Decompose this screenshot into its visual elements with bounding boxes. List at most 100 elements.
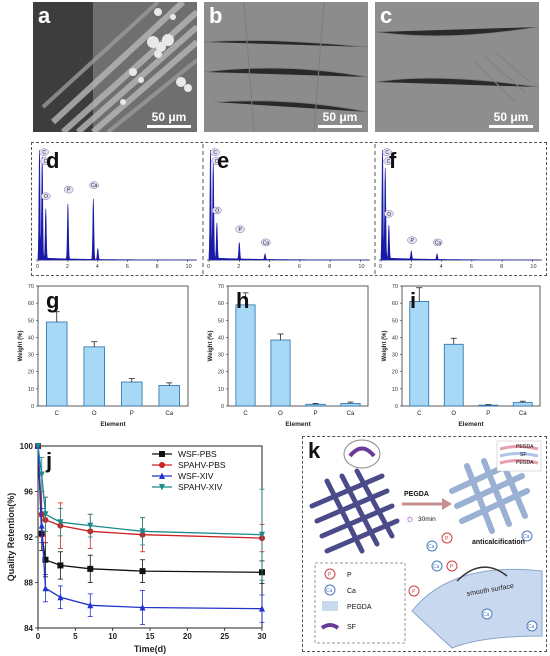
eds-peak-marker-d-3 xyxy=(63,185,74,194)
series-point-WSF-PBS-2 xyxy=(42,556,49,563)
legend-marker-SPAHV-PBS xyxy=(159,462,165,468)
eds-peak-marker-f-1 xyxy=(383,157,393,165)
bar-xlabel-h: Element xyxy=(285,421,311,428)
eds-tick-label-d-6: 6 xyxy=(126,264,129,270)
eds-peak-marker-e-2 xyxy=(212,206,222,215)
scale-text-b: 50 μm xyxy=(322,110,358,124)
eds-tick-label-e-10: 10 xyxy=(358,264,364,270)
legend-ca: Ca Ca xyxy=(324,584,356,596)
eds-tick-label-f-10: 10 xyxy=(530,264,536,270)
layer-label-1: PEGDA xyxy=(516,444,534,450)
ion-p-3: P xyxy=(446,560,458,572)
line-ylabel: Quality Retention(%) xyxy=(6,493,16,582)
bar-g-P xyxy=(121,381,143,407)
bar-ylabel-i: Weight (%) xyxy=(382,331,388,362)
bar-i-O xyxy=(443,343,464,407)
bar-ytick-label-h-60: 60 xyxy=(218,301,224,307)
line-xtick-label-15: 15 xyxy=(146,632,155,641)
svg-text:Ca: Ca xyxy=(326,588,333,594)
bar-axes-h xyxy=(227,285,369,407)
eds-peak-label-d-4: Ca xyxy=(91,183,98,189)
eds-peak-marker-e-0 xyxy=(210,148,220,156)
svg-text:Ca: Ca xyxy=(528,624,535,630)
eds-tick-label-d-10: 10 xyxy=(186,264,192,270)
line-ytick-label-88: 88 xyxy=(24,579,33,588)
scale-text-a: 50 μm xyxy=(151,110,187,124)
svg-text:Ca: Ca xyxy=(428,544,435,550)
bar-ytick-label-g-60: 60 xyxy=(28,301,34,307)
bar-ytick-label-i-30: 30 xyxy=(392,353,398,359)
series-point-WSF-XIV-5 xyxy=(139,604,146,611)
bar-xtick-label-h-C: C xyxy=(243,411,248,417)
line-ytick-label-96: 96 xyxy=(24,488,33,497)
eds-peak-marker-e-3 xyxy=(235,225,245,233)
series-point-WSF-XIV-3 xyxy=(57,593,64,601)
bar-ytick-label-i-70: 70 xyxy=(392,284,398,290)
eds-tick-label-f-4: 4 xyxy=(440,264,443,270)
bar-ytick-label-h-30: 30 xyxy=(218,353,224,359)
eds-tick-label-f-0: 0 xyxy=(379,264,382,270)
schematic-frame xyxy=(302,436,547,652)
eds-peak-label-d-3: P xyxy=(67,188,71,194)
line-ytick-label-92: 92 xyxy=(24,533,33,542)
bar-xtick-label-i-P: P xyxy=(486,411,490,417)
legend-label-WSF-PBS: WSF-PBS xyxy=(178,449,217,459)
bar-ytick-label-i-50: 50 xyxy=(392,318,398,324)
eds-peak-marker-e-1 xyxy=(211,157,221,165)
eds-tick-label-e-0: 0 xyxy=(207,264,210,270)
weight-bar-charts: 0 10 20 30 40 50 60 70 C O P Ca Element Weight (%) g 0 1… xyxy=(18,284,541,428)
series-point-WSF-PBS-5 xyxy=(139,568,146,575)
panel-label-k: k xyxy=(308,438,321,463)
svg-text:P: P xyxy=(445,536,449,542)
series-point-WSF-XIV-1 xyxy=(38,522,45,529)
bar-ylabel-g: Weight (%) xyxy=(18,331,24,362)
bar-ytick-label-h-10: 10 xyxy=(218,387,224,393)
svg-text:Ca: Ca xyxy=(523,534,530,540)
svg-text:Ca: Ca xyxy=(483,612,490,618)
legend-marker-WSF-XIV xyxy=(159,472,165,479)
line-xtick-label-25: 25 xyxy=(220,632,229,641)
bar-ytick-label-h-40: 40 xyxy=(218,335,224,341)
eds-peak-marker-d-1 xyxy=(40,157,50,165)
eds-peak-marker-f-4 xyxy=(433,238,443,247)
series-line-SPAHV-PBS xyxy=(37,445,263,539)
panel-label-i: i xyxy=(410,288,416,313)
line-xtick-label-10: 10 xyxy=(108,632,117,641)
series-point-WSF-PBS-3 xyxy=(57,562,64,569)
sem-image-a: a 50 μm xyxy=(33,2,197,132)
ion-ca-3: Ca xyxy=(431,560,443,572)
eds-peak-marker-f-3 xyxy=(407,236,417,244)
series-point-WSF-XIV-2 xyxy=(42,584,49,592)
line-xtick-label-0: 0 xyxy=(36,632,41,641)
eds-tick-label-d-8: 8 xyxy=(156,264,159,270)
bar-ytick-label-i-0: 0 xyxy=(395,404,398,410)
bar-xtick-label-g-O: O xyxy=(92,411,97,417)
eds-tick-label-e-8: 8 xyxy=(328,264,331,270)
panel-label-j: j xyxy=(45,448,52,473)
eds-peak-label-e-0: C xyxy=(213,150,217,156)
bar-axes-i xyxy=(401,285,541,407)
svg-text:P: P xyxy=(328,572,332,578)
eds-peak-label-e-1: C xyxy=(215,159,219,165)
bar-xtick-label-h-P: P xyxy=(313,411,317,417)
bar-xtick-label-i-O: O xyxy=(451,411,456,417)
series-point-SPAHV-XIV-1 xyxy=(38,471,45,478)
sf-mesh-icon xyxy=(309,468,400,554)
eds-spectrum-d xyxy=(37,149,196,261)
eds-tick-label-e-6: 6 xyxy=(298,264,301,270)
bar-xtick-label-g-Ca: Ca xyxy=(165,411,173,417)
bar-ytick-label-i-40: 40 xyxy=(392,335,398,341)
bar-axes-g xyxy=(37,285,189,407)
legend-label-WSF-XIV: WSF-XIV xyxy=(178,471,214,481)
bar-g-Ca xyxy=(158,385,180,407)
bar-ytick-label-g-30: 30 xyxy=(28,353,34,359)
series-point-SPAHV-XIV-4 xyxy=(87,522,94,530)
eds-frame xyxy=(31,142,547,276)
eds-peak-marker-d-4 xyxy=(89,181,99,189)
bar-i-P xyxy=(478,404,499,407)
scale-bar-b: 50 μm xyxy=(318,110,362,128)
sem-texture-a xyxy=(33,2,197,132)
eds-peak-marker-d-0 xyxy=(39,148,49,156)
legend-label-SPAHV-PBS: SPAHV-PBS xyxy=(178,460,226,470)
